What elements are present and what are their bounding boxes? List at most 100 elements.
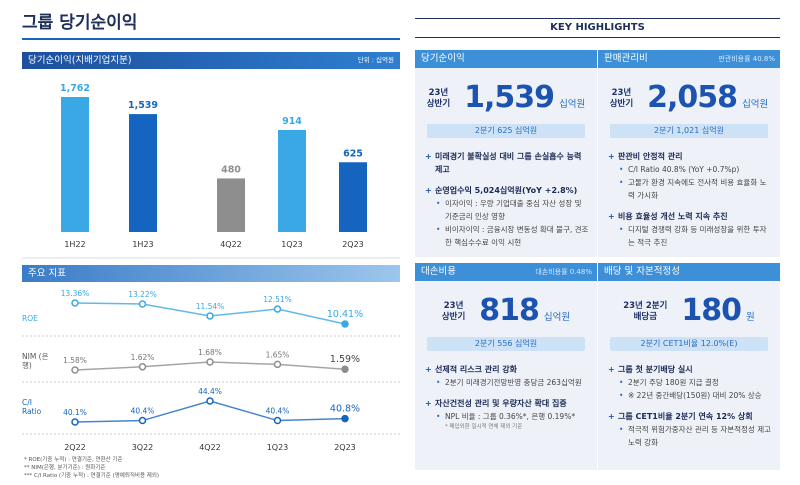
badge: 대손비용률 0.48% — [535, 268, 592, 276]
chart-title: 주요 지표 — [28, 268, 66, 279]
series-name: NIM (은행) — [22, 352, 49, 370]
bar — [339, 162, 367, 232]
bullet: 그룹 CET1비율 2분기 연속 12% 상회 — [608, 410, 772, 423]
value-label: 1,539 — [128, 100, 158, 111]
bullet: 자산건전성 관리 및 우량자산 확대 집중 — [425, 397, 589, 410]
box-title: 대손비용 — [421, 266, 456, 277]
value-label: 44.4% — [198, 387, 222, 396]
footnotes: * ROE(기중 누적) : 연결기준, 연환산 기준 ** NIM(은행, 분기… — [24, 456, 159, 480]
period: 23년 상반기 — [427, 88, 450, 110]
value-label: 40.4% — [131, 407, 155, 416]
kpi-unit: 십억원 — [559, 99, 586, 110]
period-line: 상반기 — [426, 99, 451, 109]
x-tick-label: 1H23 — [132, 240, 153, 249]
note: * 매입외환 일시적 연체 제외 기준 — [445, 424, 523, 430]
value-label: 1.68% — [198, 348, 222, 357]
point — [341, 320, 349, 328]
chart-header: 당기순이익(지배기업지분) 단위 : 십억원 — [22, 52, 400, 69]
sub-bullet: 디지털 경쟁력 강화 등 미래성장을 위한 투자는 적극 추진 — [608, 223, 772, 249]
bar — [129, 114, 157, 232]
point — [206, 358, 214, 366]
sub-bullet: 이자이익 : 우량 기업대출 중심 자산 성장 및 기준금리 인상 영향 — [425, 197, 589, 223]
kpi-value: 818 — [479, 293, 540, 328]
sub-bullet: 고물가 환경 지속에도 전사적 비용 효율화 노력 가시화 — [608, 176, 772, 202]
point — [71, 418, 79, 426]
value-label: 914 — [282, 116, 302, 127]
point — [71, 366, 79, 374]
title-rule — [22, 38, 400, 40]
footnote: * ROE(기중 누적) : 연결기준, 연환산 기준 — [24, 457, 123, 463]
highlight-box: 배당 및 자본적정성 23년 2분기 배당금 180 원 2분기 CET1비율 12.0%… — [598, 263, 780, 470]
x-tick-label: 2Q23 — [342, 240, 364, 249]
kpi-value: 2,058 — [647, 80, 738, 115]
rule — [415, 37, 780, 38]
box-kpi: 23년 상반기 1,539 십억원 — [415, 80, 597, 118]
kpi-unit: 십억원 — [543, 312, 571, 323]
highlight-box: 판매관리비 판관비용률 40.8% 23년 상반기 2,058 십억원 2분기 1,021 … — [598, 50, 780, 257]
value-label: 11.54% — [196, 302, 225, 311]
x-tick-label: 2Q22 — [64, 443, 86, 452]
bullet: 비용 효율성 개선 노력 지속 추진 — [608, 210, 772, 223]
bullets: 미래경기 불확실성 대비 그룹 손실흡수 능력 제고순영업수익 5,024십억원… — [425, 150, 589, 249]
x-tick-label: 1Q23 — [281, 240, 303, 249]
kpi-value: 180 — [681, 293, 742, 328]
value-label: 1,762 — [60, 83, 90, 94]
period-line: 상반기 — [609, 99, 634, 109]
value-label: 1.65% — [266, 350, 290, 359]
box-header: 대손비용 대손비용률 0.48% — [415, 263, 597, 281]
bullets: 선제적 리스크 관리 강화2분기 미래경기전망반영 충당금 263십억원자산건전… — [425, 363, 589, 432]
point — [273, 305, 282, 313]
period-line: 23년 — [428, 88, 449, 98]
box-header: 판매관리비 판관비용률 40.8% — [598, 50, 780, 68]
period-line: 23년 2분기 — [623, 301, 668, 311]
box-title: 판매관리비 — [604, 53, 648, 64]
point — [341, 414, 349, 423]
series-name: ROE — [22, 314, 38, 323]
bullet: 미래경기 불확실성 대비 그룹 손실흡수 능력 제고 — [425, 150, 589, 176]
point — [206, 312, 214, 320]
box-title: 배당 및 자본적정성 — [604, 266, 680, 277]
page-title: 그룹 당기순이익 — [22, 13, 138, 33]
kpi-unit: 원 — [746, 312, 755, 323]
sub-bullet: 2분기 미래경기전망반영 충당금 263십억원 — [425, 376, 589, 389]
period-line: 23년 — [611, 88, 632, 98]
period-line: 23년 — [443, 301, 464, 311]
point — [206, 397, 214, 405]
bullets: 그룹 첫 분기배당 실시2분기 주당 180원 지급 결정※ 22년 중간배당(… — [608, 363, 772, 449]
value-label: 625 — [343, 148, 363, 159]
bullet: 순영업수익 5,024십억원(YoY +2.8%) — [425, 184, 589, 197]
value-label: 12.51% — [263, 295, 292, 304]
period: 23년 2분기 배당금 — [623, 301, 667, 323]
value-label: 40.4% — [266, 407, 290, 416]
chart-header: 주요 지표 — [22, 265, 400, 282]
sub-bullet: C/I Ratio 40.8% (YoY +0.7%p) — [608, 163, 772, 176]
point — [341, 365, 349, 373]
box-title: 당기순이익 — [421, 53, 465, 64]
sub-bullet: 비이자이익 : 금융시장 변동성 확대 불구, 견조한 핵심수수료 이익 시현 — [425, 223, 589, 249]
value-label: 480 — [221, 164, 241, 175]
point — [71, 299, 79, 307]
sub-bullet: 적극적 위험가중자산 관리 등 자본적정성 제고 노력 강화 — [608, 423, 772, 449]
point — [138, 363, 147, 371]
value-label: 13.22% — [128, 290, 157, 299]
badge: 판관비용률 40.8% — [718, 55, 775, 63]
sub-line: 2분기 CET1비율 12.0%(E) — [610, 337, 768, 351]
period: 23년 상반기 — [610, 88, 633, 110]
x-tick-label: 1Q23 — [267, 443, 289, 452]
sub-line: 2분기 556 십억원 — [427, 337, 585, 351]
value-label: 40.1% — [63, 408, 87, 417]
point — [273, 360, 282, 369]
box-header: 당기순이익 — [415, 50, 597, 68]
point — [138, 416, 147, 425]
x-tick-label: 4Q22 — [199, 443, 221, 452]
value-label: 40.8% — [330, 404, 360, 415]
value-label: 13.36% — [61, 289, 90, 298]
bar — [61, 97, 89, 232]
sub-bullet: 2분기 주당 180원 지급 결정 — [608, 376, 772, 389]
sub-bullet: ※ 22년 중간배당(150원) 대비 20% 상승 — [608, 389, 772, 402]
bar — [217, 178, 245, 232]
